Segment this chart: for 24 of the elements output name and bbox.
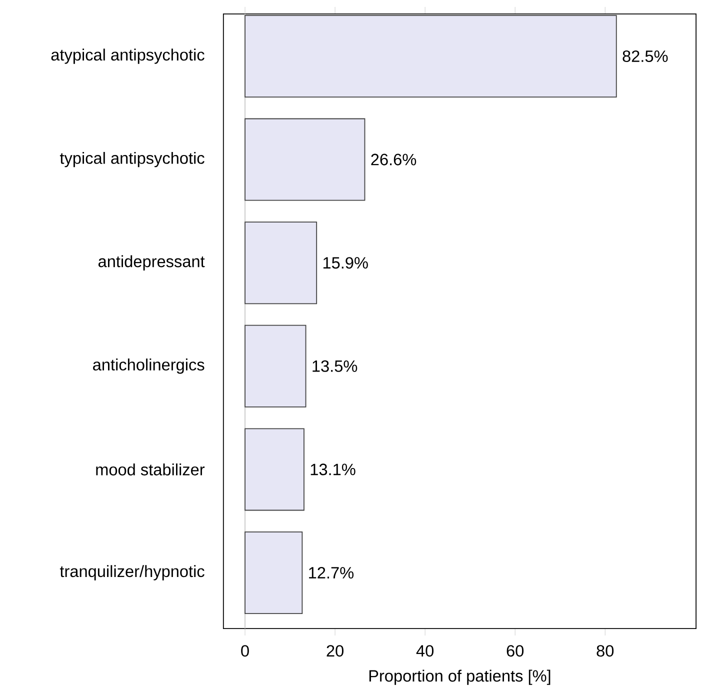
y-tick-label: mood stabilizer — [96, 463, 205, 476]
x-tick-label: 60 — [506, 645, 524, 657]
data-label: 26.6% — [371, 154, 416, 166]
data-label: 13.5% — [312, 360, 358, 372]
y-tick-label: tranquilizer/hypnotic — [60, 565, 204, 580]
x-tick-label: 0 — [241, 645, 249, 657]
data-label: 13.1% — [310, 464, 356, 476]
bar — [244, 324, 306, 408]
bar — [244, 118, 366, 201]
bar — [244, 222, 318, 304]
x-tick-label: 80 — [596, 645, 614, 657]
data-label: 82.5% — [622, 50, 668, 62]
y-tick-label: anticholinergics — [93, 358, 204, 374]
bar — [244, 531, 303, 614]
x-axis-title: Proportion of patients [%] — [369, 670, 550, 685]
data-label: 15.9% — [323, 257, 368, 269]
y-tick-label: typical antipsychotic — [60, 152, 204, 168]
bar — [244, 428, 304, 511]
y-tick-label: atypical antipsychotic — [51, 48, 204, 64]
x-tick-label: 20 — [326, 645, 344, 657]
y-tick-label: antidepressant — [98, 255, 205, 270]
data-label: 12.7% — [309, 566, 354, 578]
x-tick-label: 40 — [416, 645, 434, 657]
bar — [244, 14, 617, 98]
